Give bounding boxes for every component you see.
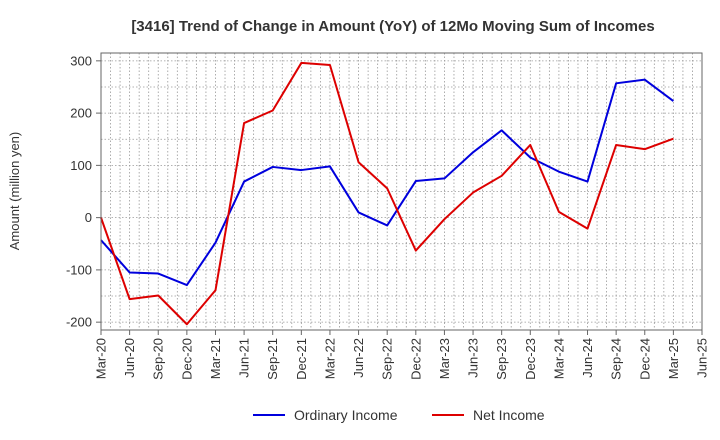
x-tick-label: Jun-22 (351, 338, 366, 378)
x-tick-label: Mar-20 (94, 338, 109, 379)
y-tick-label: 100 (70, 158, 92, 173)
x-tick-label: Sep-22 (380, 338, 395, 380)
x-tick-label: Dec-20 (179, 338, 194, 380)
x-tick-label: Mar-24 (551, 338, 566, 379)
x-tick-label: Mar-23 (437, 338, 452, 379)
legend: Ordinary Income Net Income (253, 407, 545, 423)
y-tick-label: -100 (66, 262, 92, 277)
x-tick-label: Jun-25 (695, 338, 710, 378)
x-tick-label: Jun-20 (122, 338, 137, 378)
x-tick-label: Jun-21 (237, 338, 252, 378)
legend-label-0: Ordinary Income (294, 407, 398, 423)
x-tick-label: Sep-21 (265, 338, 280, 380)
x-tick-label: Sep-20 (151, 338, 166, 380)
x-tick-label: Sep-24 (609, 338, 624, 380)
x-tick-label: Mar-21 (208, 338, 223, 379)
y-tick-label: 0 (85, 210, 92, 225)
y-tick-label: -200 (66, 315, 92, 330)
x-tick-label: Mar-25 (666, 338, 681, 379)
x-tick-label: Dec-24 (637, 338, 652, 380)
y-axis-ticks: 300 200 100 0 -100 -200 (66, 53, 101, 330)
plot-frame (100, 52, 703, 331)
x-tick-label: Dec-22 (408, 338, 423, 380)
x-tick-label: Sep-23 (494, 338, 509, 380)
x-tick-label: Jun-24 (580, 338, 595, 378)
y-axis-label: Amount (million yen) (7, 132, 22, 251)
series-line-1 (100, 61, 674, 326)
legend-label-1: Net Income (473, 407, 545, 423)
x-tick-label: Dec-23 (523, 338, 538, 380)
x-tick-label: Mar-22 (322, 338, 337, 379)
x-tick-label: Dec-21 (294, 338, 309, 380)
x-tick-label: Jun-23 (466, 338, 481, 378)
series-lines (100, 61, 674, 326)
grid-lines (100, 53, 703, 330)
x-axis-ticks: Mar-20 Jun-20 Sep-20 Dec-20 Mar-21 Jun-21 Sep-… (94, 330, 710, 380)
y-tick-label: 300 (70, 53, 92, 68)
y-tick-label: 200 (70, 106, 92, 121)
chart-title: [3416] Trend of Change in Amount (YoY) o… (131, 18, 654, 35)
series-line-0 (100, 78, 674, 287)
